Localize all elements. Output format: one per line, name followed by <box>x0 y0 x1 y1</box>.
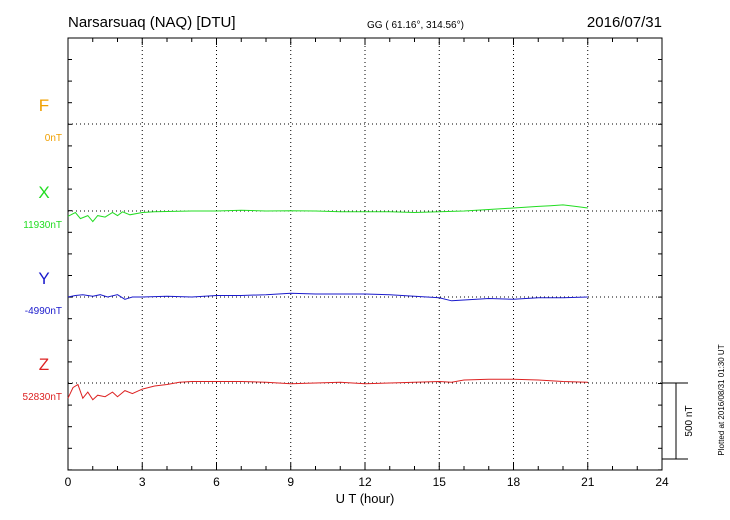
series-baseline-Y: -4990nT <box>25 306 62 317</box>
x-tick-label-18: 18 <box>507 475 521 489</box>
x-tick-label-15: 15 <box>433 475 447 489</box>
scale-bar-label: 500 nT <box>684 405 695 436</box>
x-tick-label-3: 3 <box>139 475 146 489</box>
x-tick-label-6: 6 <box>213 475 220 489</box>
series-name-X: X <box>38 183 49 202</box>
station-title: Narsarsuaq (NAQ) [DTU] <box>68 14 236 31</box>
x-tick-label-24: 24 <box>655 475 669 489</box>
series-labels: F 0nT X 11930nT Y -4990nT Z 52830nT <box>23 96 62 403</box>
series-name-Y: Y <box>38 269 49 288</box>
series-line-X <box>68 205 588 222</box>
coordinates-label: GG ( 61.16°, 314.56°) <box>367 20 464 31</box>
series-name-Z: Z <box>39 355 49 374</box>
series-line-Z <box>68 379 588 400</box>
series-name-F: F <box>39 96 49 115</box>
series-baseline-Z: 52830nT <box>23 392 62 403</box>
x-tick-label-12: 12 <box>358 475 372 489</box>
x-tick-label-9: 9 <box>287 475 294 489</box>
x-axis-title: U T (hour) <box>336 491 395 506</box>
date-label: 2016/07/31 <box>587 14 662 31</box>
x-tick-label-21: 21 <box>581 475 595 489</box>
series-line-Y <box>68 293 588 301</box>
series-lines <box>68 205 588 400</box>
chart-grid <box>68 38 662 470</box>
series-baseline-X: 11930nT <box>23 220 62 231</box>
plotted-timestamp: Plotted at 2016/08/31 01:30 UT <box>717 344 726 455</box>
series-baseline-F: 0nT <box>45 133 62 144</box>
scale-bar: 500 nT <box>662 383 695 459</box>
axis-ticks: 0 3 6 9 12 15 18 21 24 <box>65 38 669 489</box>
x-tick-label-0: 0 <box>65 475 72 489</box>
